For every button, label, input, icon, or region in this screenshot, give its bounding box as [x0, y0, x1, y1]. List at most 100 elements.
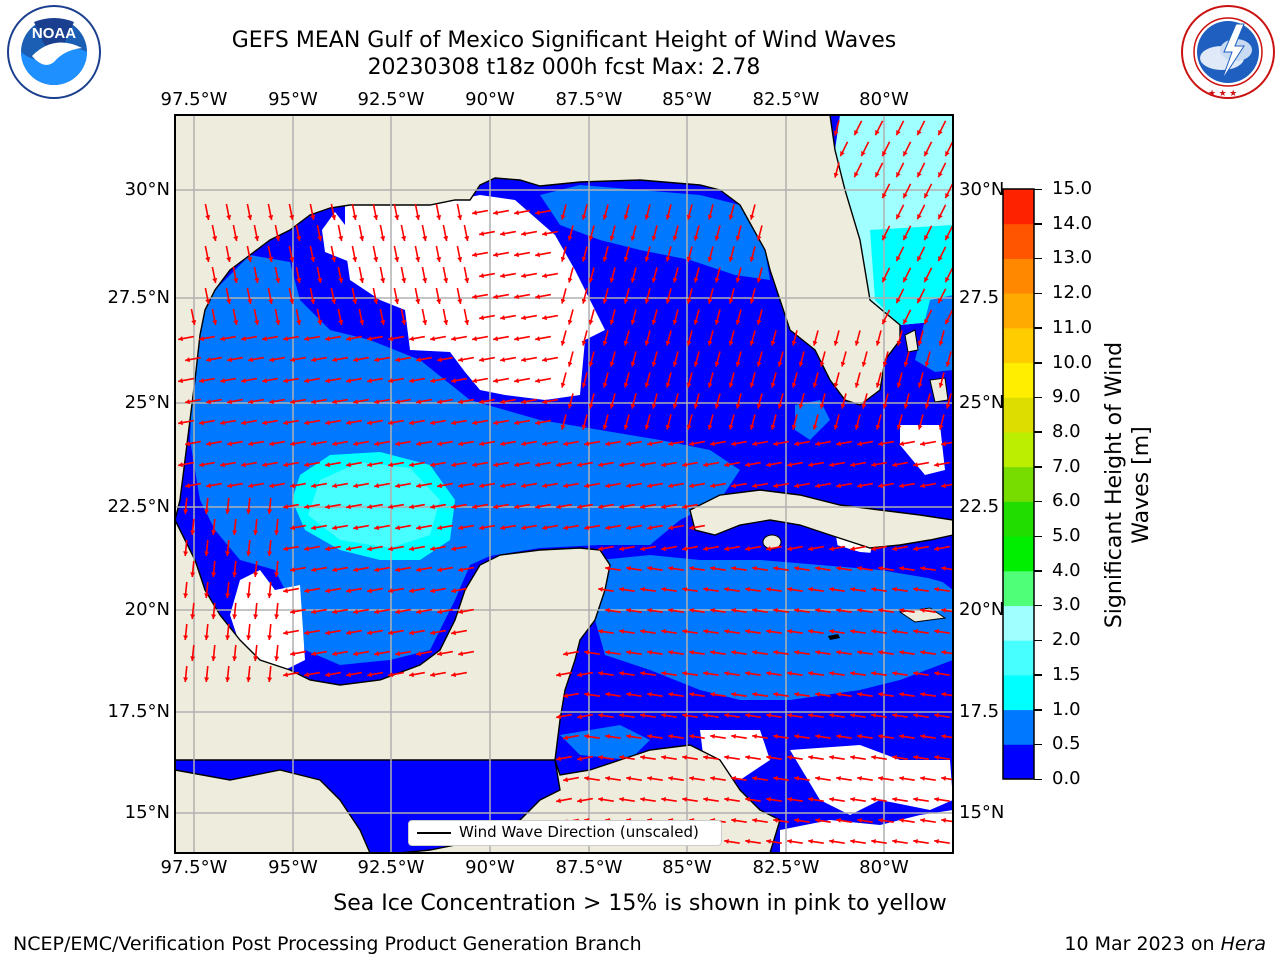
wind-wave-arrowhead — [714, 403, 720, 409]
wind-wave-arrowhead — [619, 755, 624, 760]
east-florida-band — [915, 295, 953, 372]
wind-wave-arrowhead — [457, 257, 463, 262]
wind-wave-arrowhead — [542, 483, 548, 489]
wind-wave-arrowhead — [346, 420, 352, 426]
wind-wave-arrowhead — [945, 361, 951, 367]
wind-wave-arrowhead — [556, 504, 562, 510]
wind-wave-arrowhead — [920, 441, 926, 447]
wind-wave-arrowhead — [875, 382, 881, 388]
wind-wave-arrowhead — [626, 650, 631, 655]
wind-wave-arrowhead — [274, 614, 280, 619]
wind-wave-arrowhead — [602, 256, 608, 262]
wind-wave-arrowhead — [325, 546, 331, 552]
colorbar-label-line-1: Significant Height of Wind — [1102, 341, 1127, 629]
wind-wave-arrowhead — [854, 340, 860, 346]
wind-wave-arrowhead — [651, 361, 657, 367]
wind-wave-arrowhead — [289, 257, 295, 262]
wind-wave-arrowhead — [647, 776, 652, 781]
wind-wave-arrowhead — [938, 214, 943, 220]
lon-label-bottom: 92.5°W — [357, 857, 425, 878]
wind-wave-arrowhead — [409, 336, 415, 342]
wind-wave-arrowhead — [913, 755, 918, 760]
wind-wave-arrowhead — [588, 277, 594, 283]
wind-wave-arrowhead — [703, 797, 708, 802]
wind-wave-arrowhead — [665, 424, 671, 430]
wind-wave-arrowhead — [567, 235, 573, 241]
wind-wave-arrowhead — [577, 714, 583, 720]
colorbar-tick-label: 4.0 — [1052, 559, 1081, 581]
wind-wave-arrowhead — [644, 214, 650, 220]
wind-wave-arrowhead — [682, 546, 688, 552]
wind-wave-arrowhead — [567, 319, 573, 325]
wind-wave-arrowhead — [728, 340, 734, 346]
wind-wave-arrowhead — [924, 319, 929, 325]
wind-wave-arrowhead — [254, 236, 260, 241]
title-line-1: GEFS MEAN Gulf of Mexico Significant Hei… — [231, 28, 897, 53]
wind-wave-arrowhead — [204, 551, 210, 556]
wind-wave-arrowhead — [626, 734, 631, 739]
wind-wave-arrowhead — [773, 483, 779, 489]
wind-wave-arrowhead — [560, 256, 566, 262]
wind-wave-arrowhead — [945, 193, 950, 199]
lat-label-left: 17.5°N — [107, 701, 170, 722]
wind-wave-arrowhead — [773, 608, 778, 613]
noaa-logo-text: NOAA — [32, 25, 76, 42]
wind-wave-arrowhead — [770, 340, 776, 346]
wind-wave-arrowhead — [903, 277, 908, 283]
wind-wave-arrowhead — [346, 462, 352, 468]
wind-wave-arrowhead — [521, 315, 527, 321]
colorbar-segment — [1003, 605, 1034, 641]
wind-wave-arrowhead — [787, 462, 793, 468]
wind-wave-arrowhead — [605, 525, 611, 531]
wind-wave-arrowhead — [367, 546, 373, 552]
wind-wave-arrowhead — [773, 692, 778, 697]
wind-wave-arrowhead — [665, 214, 671, 220]
wind-wave-arrowhead — [211, 656, 217, 661]
wind-wave-arrowhead — [352, 257, 358, 262]
wind-wave-arrowhead — [514, 504, 520, 510]
wind-wave-arrowhead — [689, 650, 694, 655]
wind-wave-arrowhead — [458, 651, 464, 657]
wind-wave-arrowhead — [829, 462, 835, 468]
colorbar-tick-mark — [1034, 604, 1042, 607]
colorbar-tick-mark — [1034, 466, 1042, 468]
wind-wave-arrowhead — [896, 298, 901, 304]
wind-wave-arrowhead — [672, 277, 678, 283]
wind-wave-arrowhead — [346, 546, 352, 552]
wind-wave-arrowhead — [310, 215, 316, 220]
wind-wave-arrowhead — [773, 818, 778, 823]
wind-wave-arrowhead — [437, 609, 443, 615]
wind-wave-arrowhead — [668, 525, 674, 531]
wind-wave-arrowhead — [924, 361, 930, 367]
wind-wave-arrowhead — [707, 256, 713, 262]
wind-wave-arrowhead — [791, 340, 797, 346]
wind-wave-arrowhead — [311, 483, 317, 489]
wind-wave-arrowhead — [556, 714, 562, 720]
wind-wave-arrowhead — [430, 588, 436, 594]
wind-wave-arrowhead — [917, 424, 923, 430]
wind-wave-arrowhead — [563, 483, 569, 489]
wind-wave-arrowhead — [892, 713, 897, 718]
wind-wave-arrowhead — [274, 530, 280, 535]
wind-wave-arrowhead — [500, 525, 506, 531]
wind-wave-arrowhead — [903, 361, 909, 367]
wind-wave-arrowhead — [472, 210, 478, 216]
wind-wave-arrowhead — [871, 546, 877, 552]
wind-wave-arrowhead — [668, 650, 673, 655]
wind-wave-arrowhead — [857, 608, 862, 613]
wind-wave-arrowhead — [451, 462, 457, 468]
colorbar-tick-mark — [1034, 500, 1042, 503]
wind-wave-arrowhead — [896, 214, 901, 220]
wind-wave-arrowhead — [896, 424, 902, 430]
wind-wave-arrowhead — [934, 755, 939, 760]
wind-wave-arrowhead — [945, 151, 950, 157]
wind-wave-arrowhead — [479, 357, 485, 363]
wind-wave-arrowhead — [521, 273, 527, 279]
wind-wave-arrowhead — [833, 340, 839, 346]
wind-wave-arrowhead — [770, 424, 776, 430]
wind-wave-arrowhead — [647, 608, 652, 613]
wind-wave-arrowhead — [773, 650, 778, 655]
wind-wave-arrowhead — [714, 319, 720, 325]
wind-wave-arrowhead — [724, 755, 729, 760]
colorbar-tick-label: 1.0 — [1052, 698, 1081, 720]
